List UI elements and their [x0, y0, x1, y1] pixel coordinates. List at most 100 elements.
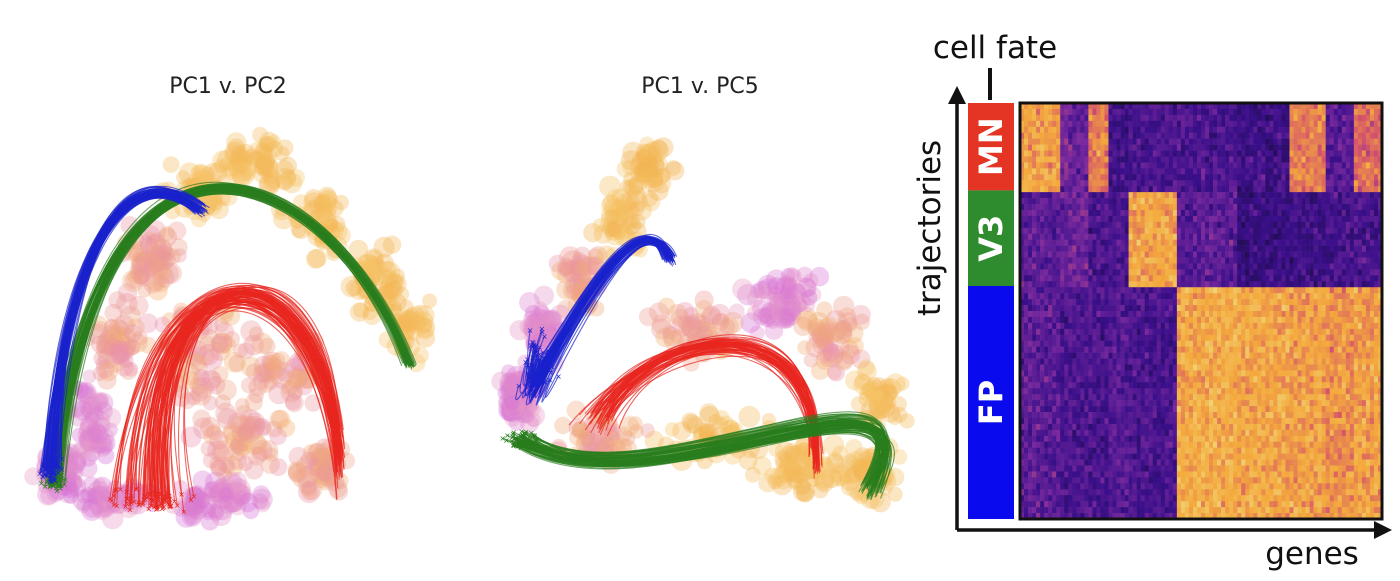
pc1-pc5-red-trajectory: [590, 343, 818, 456]
heatmap-cell: [1188, 192, 1194, 199]
heatmap-cell: [1353, 144, 1359, 151]
left-cloud-point: [182, 486, 205, 509]
heatmap-cell: [1249, 162, 1254, 169]
pc1-pc2-red-trajectory-start: ×: [142, 495, 149, 504]
heatmap-cell: [1064, 245, 1069, 252]
heatmap-cell: [1104, 186, 1109, 193]
left-cloud-point: [276, 174, 293, 191]
left-cloud-point: [263, 354, 280, 372]
heatmap-cell: [1253, 108, 1258, 116]
mid-cloud-point: [819, 348, 838, 367]
heatmap-cell: [1092, 239, 1097, 246]
heatmap-cell: [1269, 144, 1274, 151]
heatmap-cell: [1100, 192, 1105, 199]
heatmap-cell: [1289, 114, 1294, 122]
heatmap-cell: [1297, 192, 1302, 199]
heatmap-cell: [1361, 204, 1367, 211]
left-cloud-point: [416, 322, 435, 340]
heatmap-cell: [1337, 103, 1343, 110]
left-cloud-point: [86, 425, 103, 442]
heatmap-cell: [1209, 168, 1214, 175]
mid-cloud-point: [780, 268, 796, 283]
mid-cloud-point: [794, 438, 812, 456]
heatmap-cell: [1361, 150, 1367, 157]
left-cloud-point: [211, 366, 229, 383]
heatmap-cell: [1365, 108, 1371, 116]
heatmap-cell: [1084, 227, 1089, 235]
heatmap-cell: [1377, 126, 1382, 134]
heatmap-cell: [1032, 150, 1037, 157]
left-cloud-point: [80, 432, 99, 452]
heatmap-cell: [1353, 227, 1359, 235]
left-cloud-point: [236, 434, 254, 452]
mid-cloud-point: [491, 371, 512, 392]
heatmap-cell: [1136, 180, 1141, 187]
pc1-pc2-red-trajectory-start: ×: [168, 502, 175, 511]
heatmap-cell: [1209, 174, 1214, 181]
heatmap-cell: [1116, 103, 1121, 110]
left-cloud-point: [72, 442, 87, 457]
heatmap-cell: [1229, 263, 1234, 270]
heatmap-cell: [1084, 150, 1089, 157]
heatmap-cell: [1209, 114, 1214, 122]
heatmap-cell: [1257, 209, 1262, 217]
left-cloud-point: [127, 269, 143, 285]
mid-cloud-point: [760, 303, 777, 319]
left-cloud-point: [227, 156, 247, 177]
heatmap-cell: [1261, 180, 1266, 187]
heatmap-cell: [1225, 168, 1230, 175]
left-cloud-point: [185, 488, 208, 510]
mid-cloud-point: [564, 259, 580, 275]
heatmap-cell: [1201, 251, 1206, 258]
heatmap-cell: [1237, 263, 1242, 270]
heatmap-cell: [1196, 239, 1202, 246]
heatmap-cell: [1293, 209, 1298, 217]
heatmap-cell: [1108, 257, 1113, 264]
left-cloud-point: [215, 482, 235, 501]
pc1-pc2-blue-trajectory-start: ×: [45, 467, 52, 476]
mid-cloud-point: [658, 297, 676, 315]
pc1-pc2-blue-trajectory-start: ×: [47, 465, 54, 474]
mid-cloud-point: [662, 325, 677, 340]
heatmap-cell: [1088, 192, 1093, 199]
mid-cloud-point: [778, 284, 798, 304]
heatmap-cell: [1325, 174, 1331, 181]
mid-cloud-point: [801, 297, 816, 313]
mid-cloud-point: [764, 304, 783, 322]
heatmap-cell: [1020, 245, 1025, 252]
heatmap-cell: [1116, 198, 1121, 205]
heatmap-cell: [1164, 156, 1170, 163]
pc1-pc5-blue-trajectory-start: ×: [534, 356, 541, 365]
heatmap-cell: [1373, 198, 1379, 205]
heatmap-cell: [1072, 132, 1077, 139]
heatmap-cell: [1172, 150, 1178, 157]
left-cloud-point: [259, 440, 279, 460]
mid-cloud-point: [778, 287, 796, 304]
heatmap-cell: [1377, 198, 1382, 205]
heatmap-cell: [1265, 156, 1270, 163]
heatmap-cell: [1213, 114, 1218, 122]
heatmap-cell: [1032, 233, 1037, 240]
heatmap-cell: [1024, 168, 1029, 175]
heatmap-cell: [1092, 209, 1097, 217]
left-cloud-point: [88, 424, 109, 445]
left-cloud-point: [141, 225, 161, 245]
heatmap-cell: [1217, 245, 1222, 252]
heatmap-cell: [1289, 180, 1294, 187]
heatmap-cell: [1333, 168, 1339, 175]
heatmap-cell: [1092, 263, 1097, 270]
heatmap-cell: [1128, 239, 1133, 246]
mid-cloud-point: [540, 309, 563, 332]
heatmap-cell: [1309, 168, 1314, 175]
heatmap-cell: [1305, 103, 1310, 110]
left-cloud-point: [369, 256, 384, 272]
mid-cloud-point: [648, 180, 669, 201]
heatmap-cell: [1221, 221, 1226, 229]
heatmap-cell: [1297, 221, 1302, 229]
left-cloud-point: [113, 320, 129, 337]
mid-cloud-point: [839, 470, 861, 492]
mid-cloud-point: [777, 446, 799, 468]
heatmap-cell: [1369, 245, 1375, 252]
heatmap-cell: [1184, 156, 1190, 163]
pc1-pc2-red-trajectory-start: ×: [166, 502, 173, 511]
